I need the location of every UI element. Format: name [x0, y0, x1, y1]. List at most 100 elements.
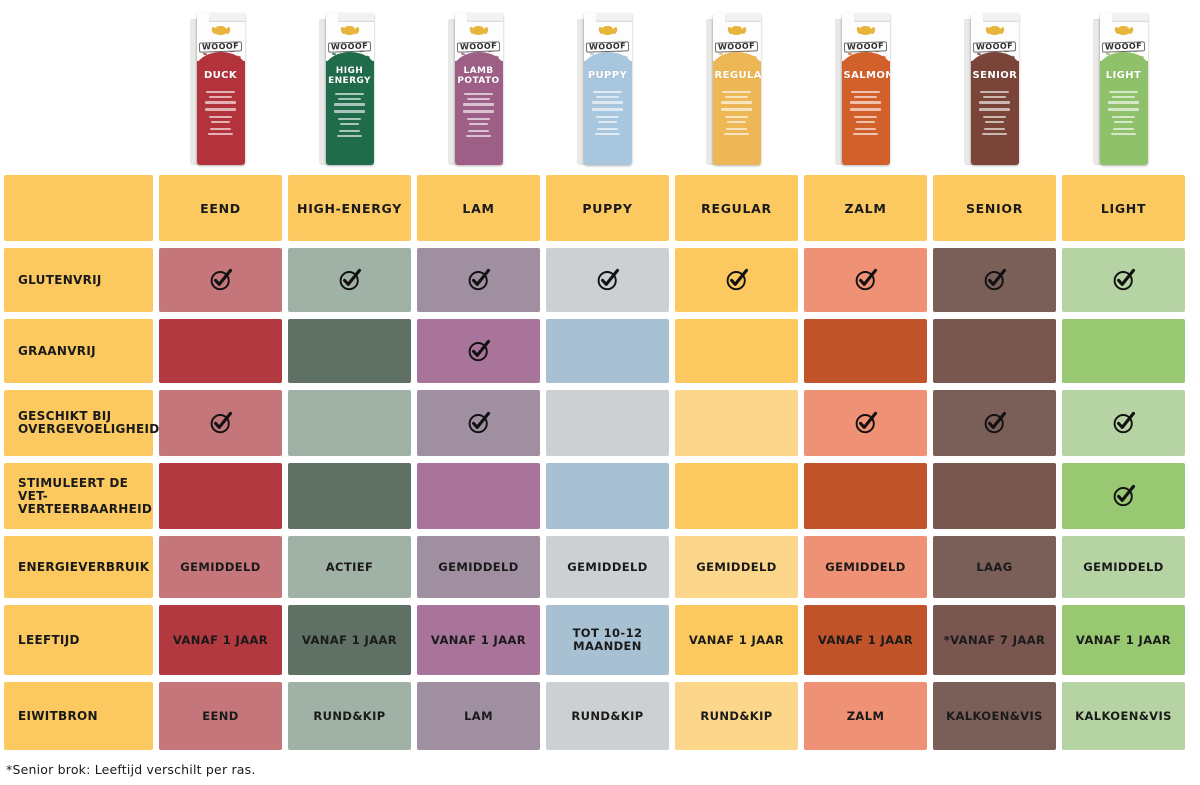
dog-head-icon: [730, 26, 743, 35]
cell-text: EEND: [202, 708, 239, 723]
table-row-graanvrij: GRAANVRIJ: [0, 319, 1200, 390]
brand-wordmark: WOOOF: [843, 41, 888, 53]
bag-product-name: PUPPY: [587, 70, 628, 81]
brand-wordmark: WOOOF: [1101, 41, 1146, 53]
bag-copy-lines: [719, 91, 755, 138]
cell-text: GEMIDDELD: [438, 559, 519, 574]
check-circle-icon: [853, 267, 879, 293]
bag-row-spacer: [0, 0, 156, 175]
cell-text: GEMIDDELD: [180, 559, 261, 574]
cell-stimuleert-senior: [933, 463, 1056, 529]
product-bag-high-energy[interactable]: WOOOF HIGH ENERGY: [285, 0, 414, 175]
product-bag-duck[interactable]: WOOOF DUCK: [156, 0, 285, 175]
brand-wordmark: WOOOF: [198, 41, 243, 53]
check-circle-icon: [466, 267, 492, 293]
product-bag-light[interactable]: WOOOF LIGHT: [1059, 0, 1188, 175]
bag-product-name: SALMON: [843, 70, 890, 81]
check-circle-icon: [208, 410, 234, 436]
dog-head-icon: [988, 26, 1001, 35]
product-bag-puppy[interactable]: WOOOF PUPPY: [543, 0, 672, 175]
column-header-senior[interactable]: SENIOR: [933, 175, 1056, 241]
table-row-eiwitbron: EIWITBRON EEND RUND&KIP LAM RUND&KIP RUND&KIP…: [0, 682, 1200, 757]
bag-splatter-fleck: [202, 52, 207, 56]
cell-energieverbruik-salmon: GEMIDDELD: [804, 536, 927, 598]
check-circle-icon: [982, 267, 1008, 293]
cell-energieverbruik-lamb-potato: GEMIDDELD: [417, 536, 540, 598]
brand-wordmark: WOOOF: [585, 41, 630, 53]
cell-graanvrij-puppy: [546, 319, 669, 383]
cell-glutenvrij-senior: [933, 248, 1056, 312]
cell-geschikt-high-energy: [288, 390, 411, 456]
dog-head-icon: [1117, 26, 1130, 35]
cell-text: RUND&KIP: [313, 708, 386, 723]
woof-logo: WOOOF: [455, 26, 503, 53]
cell-geschikt-regular: [675, 390, 798, 456]
dog-head-icon: [601, 26, 614, 35]
row-label-leeftijd: LEEFTIJD: [4, 605, 153, 675]
bag-colour-panel: [454, 52, 503, 165]
row-label-glutenvrij: GLUTENVRIJ: [4, 248, 153, 312]
bag-copy-lines: [332, 93, 368, 140]
bag-colour-panel: [970, 52, 1019, 165]
cell-eiwitbron-senior: KALKOEN&VIS: [933, 682, 1056, 750]
bag-colour-panel: [325, 52, 374, 165]
column-header-duck[interactable]: EEND: [159, 175, 282, 241]
cell-stimuleert-salmon: [804, 463, 927, 529]
product-bag-senior[interactable]: WOOOF SENIOR: [930, 0, 1059, 175]
bag-copy-lines: [590, 91, 626, 138]
cell-glutenvrij-puppy: [546, 248, 669, 312]
bag-side-gusset: [447, 19, 456, 165]
cell-text: VANAF 1 JAAR: [688, 632, 785, 647]
cell-graanvrij-high-energy: [288, 319, 411, 383]
cell-graanvrij-senior: [933, 319, 1056, 383]
bag-copy-lines: [848, 91, 884, 138]
cell-text: VANAF 1 JAAR: [301, 632, 398, 647]
cell-text: ACTIEF: [325, 559, 374, 574]
bag-top-seal: [982, 13, 1019, 22]
cell-text: RUND&KIP: [700, 708, 773, 723]
product-bag-regular[interactable]: WOOOF REGULAR: [672, 0, 801, 175]
cell-stimuleert-light: [1062, 463, 1185, 529]
brand-wordmark: WOOOF: [714, 41, 759, 53]
column-header-regular[interactable]: REGULAR: [675, 175, 798, 241]
bag-colour-panel: [1099, 52, 1148, 165]
column-header-light[interactable]: LIGHT: [1062, 175, 1185, 241]
bag-product-name: LAMB POTATO: [457, 66, 500, 86]
row-label-geschikt: GESCHIKT BIJ OVERGEVOELIGHEID: [4, 390, 159, 456]
bag-top-seal: [595, 13, 632, 22]
cell-stimuleert-high-energy: [288, 463, 411, 529]
check-circle-icon: [982, 410, 1008, 436]
product-bag-salmon[interactable]: WOOOF SALMON: [801, 0, 930, 175]
bag-top-seal: [337, 13, 374, 22]
column-header-high-energy[interactable]: HIGH-ENERGY: [288, 175, 411, 241]
cell-eiwitbron-lamb-potato: LAM: [417, 682, 540, 750]
column-header-salmon[interactable]: ZALM: [804, 175, 927, 241]
cell-stimuleert-regular: [675, 463, 798, 529]
cell-eiwitbron-high-energy: RUND&KIP: [288, 682, 411, 750]
brand-wordmark: WOOOF: [456, 41, 501, 53]
column-header-puppy[interactable]: PUPPY: [546, 175, 669, 241]
cell-leeftijd-high-energy: VANAF 1 JAAR: [288, 605, 411, 675]
bag-side-gusset: [189, 19, 198, 165]
cell-energieverbruik-puppy: GEMIDDELD: [546, 536, 669, 598]
cell-glutenvrij-regular: [675, 248, 798, 312]
bag-splatter-fleck: [847, 52, 852, 56]
product-bag-lamb-potato[interactable]: WOOOF LAMB POTATO: [414, 0, 543, 175]
bag-splatter-fleck: [589, 52, 594, 56]
cell-stimuleert-lamb-potato: [417, 463, 540, 529]
cell-text: TOT 10-12 MAANDEN: [572, 626, 643, 653]
cell-glutenvrij-lamb-potato: [417, 248, 540, 312]
cell-text: KALKOEN&VIS: [1075, 708, 1172, 723]
cell-text: GEMIDDELD: [696, 559, 777, 574]
woof-logo: WOOOF: [1100, 26, 1148, 53]
column-header-lamb-potato[interactable]: LAM: [417, 175, 540, 241]
check-circle-icon: [466, 410, 492, 436]
dog-head-icon: [472, 26, 485, 35]
check-circle-icon: [1111, 410, 1137, 436]
cell-text: KALKOEN&VIS: [946, 708, 1043, 723]
table-row-energieverbruik: ENERGIEVERBRUIK GEMIDDELD ACTIEF GEMIDDELD G…: [0, 536, 1200, 605]
woof-logo: WOOOF: [971, 26, 1019, 53]
bag-side-gusset: [705, 19, 714, 165]
bag-copy-lines: [203, 91, 239, 138]
bag-splatter-fleck: [460, 52, 465, 56]
